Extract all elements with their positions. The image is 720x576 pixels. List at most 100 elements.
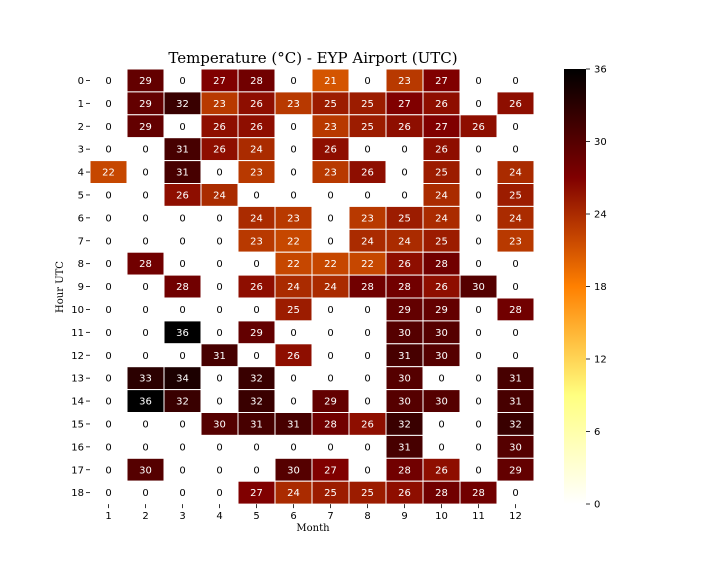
cell-value-label: 25 — [361, 122, 374, 133]
cell-value-label: 0 — [253, 351, 259, 362]
cell-value-label: 0 — [290, 122, 296, 133]
colorbar-tick-label: 18 — [594, 282, 607, 293]
cell-value-label: 0 — [105, 122, 111, 133]
cell-value-label: 0 — [216, 442, 222, 453]
cell-value-label: 30 — [472, 282, 485, 293]
cell-value-label: 28 — [472, 488, 485, 499]
cell-value-label: 0 — [216, 465, 222, 476]
cell-value-label: 28 — [361, 282, 374, 293]
cell-value-label: 0 — [327, 213, 333, 224]
cell-value-label: 0 — [327, 190, 333, 201]
y-tick-label: 8 — [78, 259, 84, 270]
cell-value-label: 36 — [176, 328, 189, 339]
cell-value-label: 0 — [179, 213, 185, 224]
cell-value-label: 23 — [287, 99, 300, 110]
cell-value-label: 0 — [475, 259, 481, 270]
cell-value-label: 26 — [472, 122, 485, 133]
cell-value-label: 0 — [216, 168, 222, 179]
cell-value-label: 27 — [398, 99, 411, 110]
cell-value-label: 24 — [361, 236, 374, 247]
cell-value-label: 27 — [435, 76, 448, 87]
y-tick-label: 6 — [78, 213, 84, 224]
cell-value-label: 0 — [475, 397, 481, 408]
cell-value-label: 30 — [435, 397, 448, 408]
cell-value-label: 0 — [475, 351, 481, 362]
cell-value-label: 0 — [290, 374, 296, 385]
cell-value-label: 30 — [139, 465, 152, 476]
cell-value-label: 22 — [102, 168, 115, 179]
cell-value-label: 0 — [216, 397, 222, 408]
heatmap-cells: 0 29 0 27 28 0 21 0 23 27 0 0 0 29 32 23 26 23 25 25 27 26 0 26… — [89, 68, 535, 505]
cell-value-label: 0 — [216, 488, 222, 499]
cell-value-label: 25 — [398, 213, 411, 224]
cell-value-label: 26 — [324, 145, 337, 156]
cell-value-label: 0 — [438, 442, 444, 453]
cell-value-label: 0 — [364, 328, 370, 339]
cell-value-label: 0 — [179, 122, 185, 133]
cell-value-label: 0 — [438, 419, 444, 430]
cell-value-label: 0 — [179, 76, 185, 87]
cell-value-label: 26 — [361, 419, 374, 430]
y-tick-label: 17 — [71, 465, 84, 476]
cell-value-label: 32 — [176, 99, 189, 110]
cell-value-label: 0 — [253, 442, 259, 453]
cell-value-label: 24 — [287, 488, 300, 499]
cell-value-label: 25 — [435, 168, 448, 179]
cell-value-label: 0 — [105, 190, 111, 201]
cell-value-label: 28 — [509, 305, 522, 316]
cell-value-label: 0 — [105, 236, 111, 247]
cell-value-label: 27 — [435, 122, 448, 133]
cell-value-label: 0 — [327, 374, 333, 385]
cell-value-label: 31 — [176, 145, 189, 156]
colorbar-ticks: 0 6 12 18 24 30 36 — [586, 65, 607, 511]
cell-value-label: 26 — [176, 190, 189, 201]
y-tick-label: 16 — [71, 442, 84, 453]
cell-value-label: 0 — [105, 259, 111, 270]
cell-value-label: 25 — [509, 190, 522, 201]
x-tick-label: 11 — [472, 511, 485, 522]
x-tick-label: 10 — [435, 511, 448, 522]
cell-value-label: 0 — [105, 442, 111, 453]
cell-value-label: 23 — [213, 99, 226, 110]
x-tick-label: 6 — [290, 511, 296, 522]
cell-value-label: 24 — [435, 213, 448, 224]
cell-value-label: 28 — [176, 282, 189, 293]
cell-value-label: 27 — [213, 76, 226, 87]
colorbar-tick-label: 24 — [594, 210, 607, 221]
colorbar — [564, 69, 586, 504]
y-tick-label: 18 — [71, 488, 84, 499]
cell-value-label: 0 — [179, 419, 185, 430]
cell-value-label: 0 — [253, 465, 259, 476]
cell-value-label: 31 — [213, 351, 226, 362]
cell-value-label: 24 — [250, 145, 263, 156]
cell-value-label: 0 — [179, 236, 185, 247]
y-tick-label: 0 — [78, 76, 84, 87]
x-tick-label: 5 — [253, 511, 259, 522]
cell-value-label: 30 — [213, 419, 226, 430]
cell-value-label: 0 — [105, 351, 111, 362]
cell-value-label: 0 — [290, 145, 296, 156]
cell-value-label: 0 — [475, 236, 481, 247]
cell-value-label: 26 — [250, 282, 263, 293]
y-tick-label: 7 — [78, 236, 84, 247]
cell-value-label: 0 — [179, 488, 185, 499]
cell-value-label: 0 — [475, 168, 481, 179]
cell-value-label: 23 — [324, 122, 337, 133]
chart-title: Temperature (°C) - EYP Airport (UTC) — [168, 49, 457, 67]
x-tick-label: 7 — [327, 511, 333, 522]
cell-value-label: 22 — [324, 259, 337, 270]
cell-value-label: 24 — [435, 190, 448, 201]
cell-value-label: 0 — [475, 465, 481, 476]
cell-value-label: 0 — [142, 488, 148, 499]
cell-value-label: 25 — [324, 488, 337, 499]
cell-value-label: 33 — [139, 374, 152, 385]
cell-value-label: 32 — [176, 397, 189, 408]
cell-value-label: 0 — [401, 145, 407, 156]
cell-value-label: 0 — [290, 190, 296, 201]
cell-value-label: 25 — [361, 488, 374, 499]
colorbar-tick-label: 12 — [594, 355, 607, 366]
cell-value-label: 31 — [509, 397, 522, 408]
cell-value-label: 28 — [398, 282, 411, 293]
cell-value-label: 29 — [139, 122, 152, 133]
